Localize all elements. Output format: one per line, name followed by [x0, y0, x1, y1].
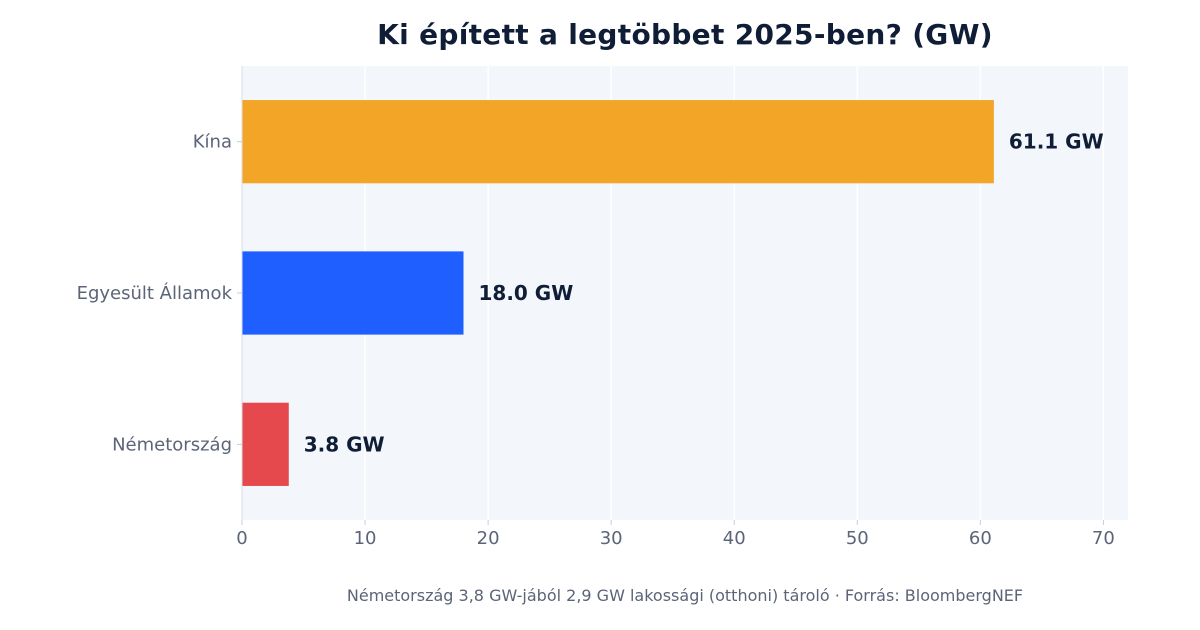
- x-tick-label: 10: [354, 528, 377, 549]
- data-label: 61.1 GW: [1009, 130, 1104, 154]
- bar: [242, 402, 289, 486]
- bar: [242, 100, 994, 184]
- category-label: Egyesült Államok: [77, 282, 233, 304]
- labels: Kína 61.1 GW Egyesült Államok 18.0 GW Németo…: [77, 130, 1104, 457]
- data-label: 18.0 GW: [479, 281, 574, 305]
- category-label: Kína: [193, 132, 232, 153]
- x-tick-label: 20: [477, 528, 500, 549]
- x-tick-label: 60: [969, 528, 992, 549]
- x-tick-label: 50: [846, 528, 869, 549]
- x-tick-label: 70: [1092, 528, 1115, 549]
- bar: [242, 251, 464, 335]
- x-tick-label: 40: [723, 528, 746, 549]
- axes: 0 10 20 30 40 50 60 70: [236, 66, 1115, 549]
- chart-title: Ki épített a legtöbbet 2025-ben? (GW): [377, 18, 993, 51]
- x-tick-label: 30: [600, 528, 623, 549]
- chart-footnote: Németország 3,8 GW-jából 2,9 GW lakosság…: [346, 586, 1024, 605]
- category-label: Németország: [112, 434, 232, 455]
- x-tick-label: 0: [236, 528, 247, 549]
- bars: [242, 100, 994, 486]
- data-label: 3.8 GW: [304, 432, 385, 456]
